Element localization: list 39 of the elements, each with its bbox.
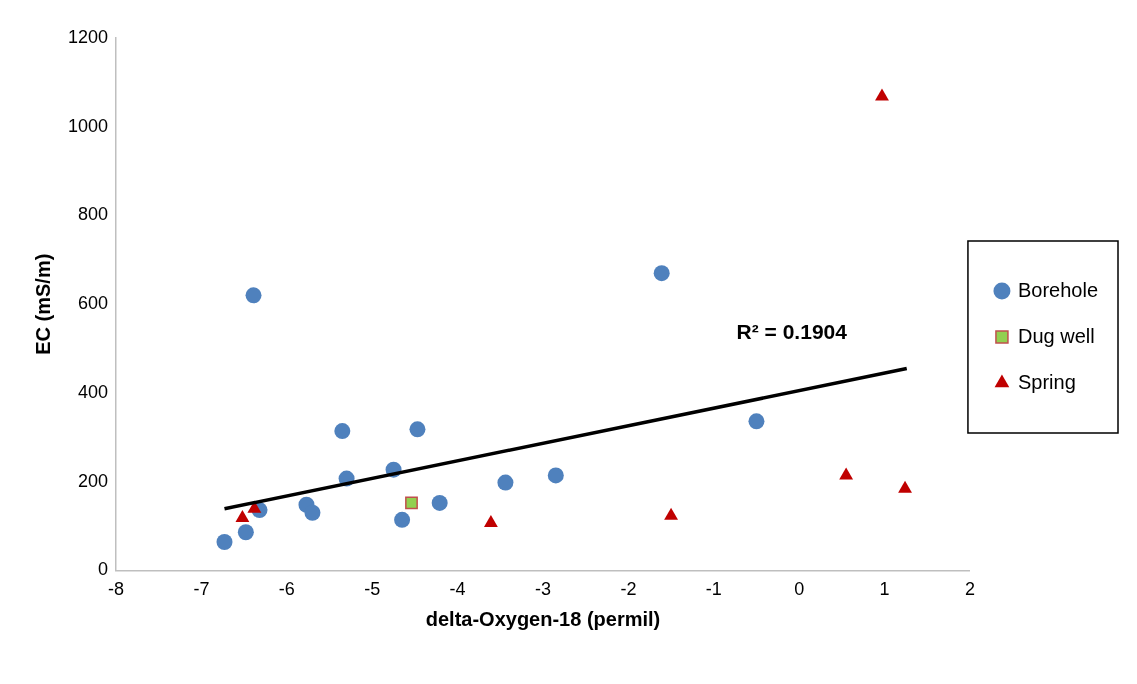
point bbox=[839, 467, 854, 480]
x-tick-label: 0 bbox=[794, 579, 805, 600]
y-tick-label: 200 bbox=[78, 470, 109, 491]
legend-label: Borehole bbox=[1017, 278, 1098, 301]
x-tick-label: 1 bbox=[879, 579, 890, 600]
x-tick-label: -8 bbox=[108, 579, 125, 600]
point bbox=[245, 287, 262, 304]
y-axis-title: EC (mS/m) bbox=[31, 253, 54, 355]
x-tick-label: -5 bbox=[364, 579, 381, 600]
annotation: R² = 0.1904 bbox=[736, 320, 848, 344]
y-tick-label: 600 bbox=[78, 293, 109, 314]
legend-label: Dug well bbox=[1017, 324, 1095, 347]
x-tick-label: -7 bbox=[193, 579, 210, 600]
point bbox=[216, 534, 233, 551]
y-tick-label: 1000 bbox=[68, 115, 109, 136]
point bbox=[394, 511, 411, 528]
y-tick-label: 1200 bbox=[68, 26, 109, 47]
point bbox=[431, 494, 448, 511]
x-tick-label: -3 bbox=[534, 579, 551, 600]
point bbox=[547, 467, 564, 484]
point bbox=[304, 504, 321, 521]
point bbox=[497, 474, 514, 491]
point bbox=[235, 510, 250, 523]
point bbox=[237, 524, 254, 541]
x-tick-label: -4 bbox=[449, 579, 466, 600]
y-tick-label: 400 bbox=[78, 381, 109, 402]
point bbox=[409, 421, 426, 438]
x-tick-label: 2 bbox=[964, 579, 975, 600]
point bbox=[653, 265, 670, 282]
y-tick-label: 800 bbox=[78, 204, 109, 225]
point bbox=[334, 423, 351, 440]
x-axis-title: delta-Oxygen-18 (permil) bbox=[425, 607, 661, 630]
point bbox=[748, 413, 765, 430]
y-tick-label: 0 bbox=[98, 559, 109, 580]
x-tick-label: -2 bbox=[620, 579, 637, 600]
x-tick-label: -6 bbox=[278, 579, 295, 600]
x-tick-label: -1 bbox=[705, 579, 722, 600]
legend-label: Spring bbox=[1017, 370, 1076, 393]
point bbox=[405, 496, 418, 510]
